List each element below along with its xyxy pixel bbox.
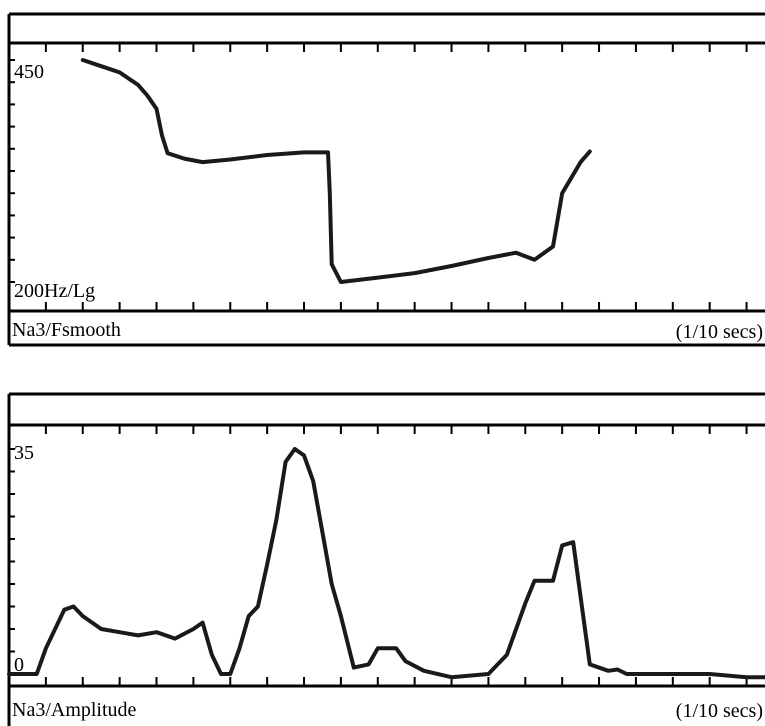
fsmooth-point [532, 258, 537, 262]
fsmooth-point [265, 153, 269, 157]
amplitude-point [118, 630, 122, 634]
amplitude-point [71, 604, 76, 609]
amplitude-point [532, 579, 537, 583]
amplitude-point [35, 672, 39, 676]
fsmooth-point [486, 256, 490, 260]
fsmooth-point [160, 133, 164, 138]
fsmooth-line [80, 58, 592, 284]
amplitude-point [449, 675, 454, 679]
amplitude-point [256, 604, 260, 609]
amplitude-point [376, 646, 380, 650]
fsmooth-point [560, 191, 564, 195]
amplitude-point [505, 653, 509, 657]
amplitude-point [136, 633, 140, 638]
amplitude-point [265, 563, 269, 567]
fsmooth-point [118, 70, 122, 74]
fsmooth-point [330, 262, 334, 266]
panel-top-bottom-ticks [44, 302, 748, 311]
fsmooth-point [166, 151, 170, 155]
amplitude-point [219, 672, 223, 676]
fsmooth-point [154, 107, 159, 111]
amplitude-point [422, 669, 426, 673]
amplitude-point [274, 518, 278, 522]
fsmooth-point [136, 83, 140, 87]
fsmooth-point [182, 157, 186, 161]
amplitude-point [588, 662, 592, 667]
amplitude-point [486, 672, 490, 676]
fsmooth-panel: 450 200Hz/Lg Na3/Fsmooth (1/10 secs) [7, 12, 765, 347]
panel-bottom-units-label: (1/10 secs) [676, 700, 763, 722]
fsmooth-point [81, 58, 85, 62]
amplitude-series [7, 447, 765, 680]
fsmooth-point [514, 251, 518, 255]
fsmooth-point [99, 64, 103, 68]
panel-top-units-label: (1/10 secs) [676, 321, 763, 343]
amplitude-point [311, 479, 315, 483]
panel-top-max-label: 450 [14, 61, 44, 83]
amplitude-line [7, 447, 765, 680]
fsmooth-point [228, 157, 232, 162]
amplitude-point [81, 614, 85, 618]
amplitude-panel: 35 0 Na3/Amplitude (1/10 secs) [7, 392, 765, 726]
amplitude-point [330, 582, 334, 586]
amplitude-point [571, 540, 575, 544]
fsmooth-point [551, 244, 555, 249]
panel-top-top-ticks [44, 43, 748, 52]
amplitude-point [154, 630, 159, 634]
amplitude-point [173, 637, 177, 641]
amplitude-point [394, 646, 398, 650]
fsmooth-point [201, 160, 205, 164]
fsmooth-point [588, 149, 592, 154]
panel-top-min-label: 200Hz/Lg [14, 280, 95, 302]
amplitude-point [7, 672, 11, 676]
amplitude-point [652, 672, 657, 676]
fsmooth-point [339, 280, 343, 284]
amplitude-point [44, 646, 48, 650]
amplitude-point [302, 453, 306, 457]
amplitude-point [284, 460, 288, 464]
amplitude-point [201, 621, 205, 625]
amplitude-point [367, 662, 371, 667]
panel-bottom-top-ticks [44, 425, 748, 434]
amplitude-point [579, 595, 583, 599]
fsmooth-point [376, 276, 380, 280]
fsmooth-series [80, 58, 592, 284]
amplitude-point [99, 627, 103, 631]
fsmooth-point [449, 264, 454, 268]
amplitude-point [247, 614, 251, 618]
amplitude-point [551, 579, 555, 583]
amplitude-point [625, 672, 629, 676]
amplitude-point [606, 669, 610, 673]
panel-bottom-max-label: 35 [14, 442, 34, 464]
amplitude-point [228, 672, 232, 676]
fsmooth-point [326, 150, 330, 154]
amplitude-point [523, 601, 527, 605]
panel-top-track-label: Na3/Fsmooth [12, 319, 121, 341]
fsmooth-point [145, 93, 149, 98]
amplitude-point [560, 543, 564, 548]
fsmooth-point [579, 160, 583, 164]
amplitude-point [191, 627, 195, 631]
amplitude-point [293, 447, 297, 451]
amplitude-point [403, 659, 407, 663]
amplitude-point [708, 672, 712, 676]
amplitude-point [339, 614, 343, 618]
panel-top-y-ticks [9, 59, 15, 283]
fsmooth-point [328, 191, 332, 195]
amplitude-point [615, 667, 620, 672]
amplitude-point [352, 666, 356, 670]
panel-bottom-track-label: Na3/Amplitude [12, 699, 137, 721]
amplitude-point [210, 653, 214, 657]
amplitude-point [745, 675, 749, 679]
fsmooth-point [413, 271, 417, 275]
amplitude-point [62, 608, 66, 612]
fsmooth-point [302, 150, 306, 154]
amplitude-point [320, 531, 325, 535]
panel-bottom-min-label: 0 [14, 654, 24, 676]
amplitude-point [237, 646, 242, 650]
